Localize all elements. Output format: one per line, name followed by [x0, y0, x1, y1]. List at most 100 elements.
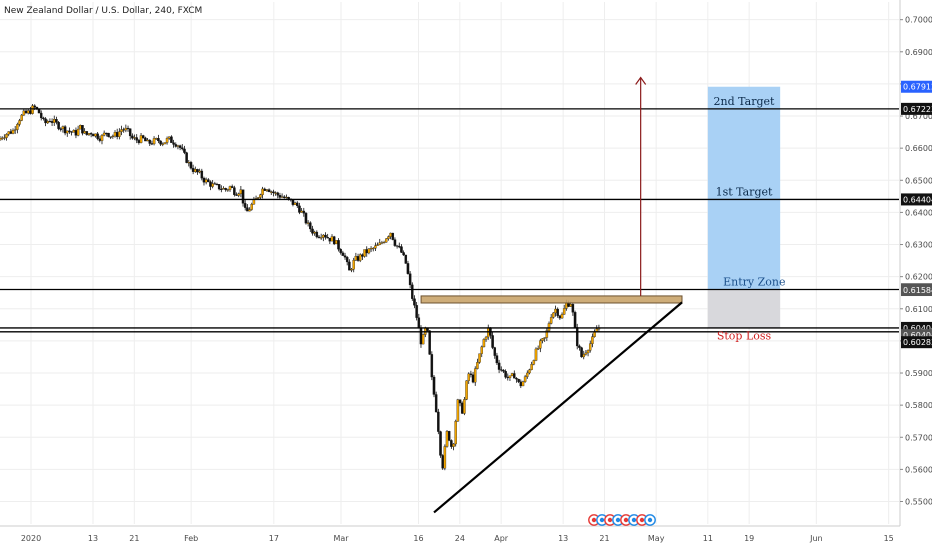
candle-body	[57, 122, 60, 129]
candle-body	[515, 378, 518, 380]
candle-body	[300, 210, 303, 213]
economic-event-icon[interactable]	[604, 514, 616, 526]
candle-body	[348, 261, 351, 271]
candle-body	[580, 347, 583, 358]
candle-body	[33, 105, 36, 108]
x-tick-label: 24	[455, 534, 465, 543]
label-entry-zone: Entry Zone	[723, 276, 785, 289]
candle-body	[317, 236, 321, 238]
candle-body	[469, 373, 473, 375]
candle-body	[315, 231, 319, 238]
candle-body	[161, 143, 164, 145]
support-trendline[interactable]	[433, 301, 683, 514]
economic-event-icon[interactable]	[644, 514, 656, 526]
candle-body	[586, 350, 590, 354]
price-badge-label: 0.64404	[903, 195, 932, 204]
candle-body	[100, 135, 104, 141]
candle-body	[339, 249, 342, 253]
candle-body	[404, 254, 408, 264]
candle-body	[467, 373, 470, 381]
candle-body	[402, 252, 405, 256]
candle-body	[278, 195, 282, 198]
candle-body	[168, 136, 171, 139]
annotations: 2nd Target 1st Target Entry Zone Stop Loss	[714, 95, 786, 342]
candle-body	[96, 133, 99, 139]
candle-body	[243, 203, 247, 208]
x-axis[interactable]: 2020 13 21 Feb 17 Mar 16 24 Apr 13 21 May 11 19 Jun 15	[0, 525, 900, 543]
candle-body	[263, 188, 266, 191]
candle-body	[128, 128, 132, 137]
candle-body	[313, 231, 316, 234]
event-icons[interactable]	[588, 514, 656, 526]
flag-dot-icon	[599, 517, 605, 523]
candle-body	[113, 132, 117, 137]
economic-event-icon[interactable]	[596, 514, 608, 526]
candle-body	[250, 204, 253, 210]
candle-body	[259, 194, 262, 198]
candle-body	[337, 240, 340, 250]
candle-body	[356, 256, 360, 261]
candle-body	[493, 347, 497, 356]
candle-body	[549, 317, 553, 324]
candle-body	[415, 305, 418, 318]
economic-event-icon[interactable]	[628, 514, 640, 526]
candle-body	[584, 352, 588, 355]
candle-body	[306, 222, 310, 224]
candle-body	[7, 131, 10, 135]
target-zone-box[interactable]	[707, 86, 781, 290]
candle-body	[94, 133, 97, 137]
candle-body	[554, 308, 557, 314]
candle-body	[556, 308, 559, 316]
candle-body	[185, 152, 188, 163]
candle-body	[562, 308, 566, 315]
candle-body	[272, 191, 275, 194]
candle-body	[354, 256, 358, 261]
candle-body	[183, 148, 186, 153]
candle-body	[150, 143, 154, 145]
candle-body	[285, 196, 288, 199]
candle-body	[328, 237, 332, 242]
candle-body	[26, 110, 30, 114]
candle-body	[120, 129, 123, 132]
candle-body	[191, 168, 195, 172]
drawings[interactable]	[420, 76, 683, 514]
candle-body	[539, 340, 542, 349]
candle-body	[428, 330, 431, 355]
candle-body	[124, 127, 128, 131]
candle-body	[567, 302, 570, 307]
candle-body	[63, 126, 67, 134]
candle-body	[517, 378, 520, 382]
horizontal-levels[interactable]	[0, 108, 899, 333]
candle-body	[541, 338, 544, 341]
candle-body	[521, 381, 525, 387]
flag-dot-icon	[615, 517, 621, 523]
candle-body	[365, 249, 368, 254]
price-badge	[901, 336, 932, 349]
resistance-zone[interactable]	[420, 295, 683, 304]
candle-body	[189, 162, 193, 169]
candle-body	[497, 362, 501, 370]
candle-body	[441, 455, 444, 469]
candle-body	[74, 130, 78, 136]
candle-body	[591, 336, 594, 344]
candle-body	[202, 177, 206, 183]
candle-body	[111, 135, 115, 137]
candle-body	[324, 234, 327, 238]
flag-dot-icon	[639, 517, 645, 523]
price-badge	[901, 102, 932, 115]
candle-body	[452, 443, 455, 447]
candle-body	[417, 317, 421, 328]
candlestick-series	[0, 103, 601, 471]
candle-body	[235, 194, 238, 196]
candle-body	[5, 134, 8, 138]
candle-body	[298, 205, 301, 213]
candle-body	[228, 186, 232, 190]
economic-event-icon[interactable]	[612, 514, 624, 526]
candle-body	[311, 228, 314, 234]
candle-body	[465, 380, 468, 400]
candle-body	[419, 327, 423, 345]
entry-zone-box[interactable]	[707, 289, 781, 328]
y-axis[interactable]: 0.700000.690000.680000.670000.660000.650…	[899, 0, 932, 526]
